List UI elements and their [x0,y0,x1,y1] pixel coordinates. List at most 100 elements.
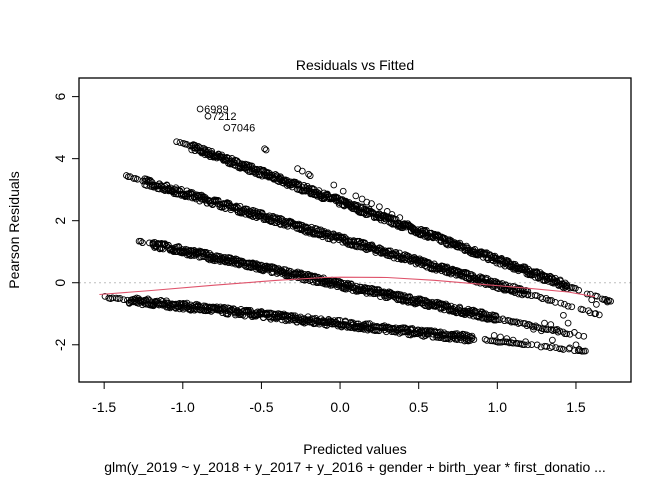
smoother-line [99,276,595,298]
data-point [552,344,560,351]
data-point [278,267,286,275]
residual-band-4 [101,293,588,355]
data-point [376,203,383,211]
data-point [134,175,141,183]
data-point [392,216,400,223]
y-axis-label: Pearson Residuals [6,171,22,289]
data-point [526,267,534,275]
outlier-label-7046: 7046 [231,123,255,135]
residual-band-3 [135,237,588,340]
data-point [298,167,306,175]
data-point [315,190,323,198]
data-point [383,208,391,215]
data-point [541,319,548,327]
data-point [261,145,268,153]
data-point [595,311,603,319]
outlier-point-7046 [223,124,231,131]
x-tick-label: -1.0 [171,399,195,415]
data-point [530,325,537,333]
data-point [183,299,191,307]
data-point [454,243,462,251]
data-point [468,332,476,340]
data-point [538,327,545,335]
data-point [339,187,347,195]
plot-frame [78,77,632,383]
data-point [464,305,472,313]
data-point [509,336,517,344]
data-point [259,264,267,271]
data-point [130,175,138,182]
data-point [317,226,325,234]
data-point [497,333,504,341]
data-point [516,319,524,327]
x-axis-sublabel: glm(y_2019 ~ y_2018 + y_2017 + y_2016 + … [104,459,606,475]
data-point [532,322,539,330]
x-tick-label: 0.5 [409,399,429,415]
data-point [533,341,541,349]
data-point [575,346,583,353]
data-point [499,258,507,265]
data-point [470,336,478,343]
data-point [363,198,371,206]
data-point [173,138,180,146]
outlier-label-6989: 6989 [204,104,228,116]
y-tick-label: 4 [52,155,68,163]
data-point [490,332,498,339]
data-point [137,237,145,245]
data-point [161,241,169,248]
y-tick-label: 2 [52,217,68,225]
data-point [568,303,576,311]
sparse-points [261,145,611,355]
data-point [252,265,260,273]
x-axis-label: Predicted values [303,441,407,457]
data-point [552,326,560,334]
data-point [591,310,599,318]
x-axis: -1.5 -1.0 -0.5 0.0 0.5 1.0 1.5 [92,382,586,415]
data-point [101,293,109,300]
data-point [548,343,556,350]
data-point [328,318,336,326]
data-point [588,296,596,304]
data-point [176,139,184,146]
data-point [468,334,476,342]
data-point [236,164,244,172]
data-point [334,197,341,205]
data-point [146,239,153,247]
data-point [583,290,591,298]
data-point [396,214,404,221]
data-point [566,344,574,352]
outlier-label-7212: 7212 [212,111,236,123]
data-point [223,153,231,161]
outlier-point-7212 [204,112,212,120]
data-point [513,318,520,326]
data-point [368,200,375,207]
y-tick-label: -2 [52,338,68,351]
data-point [533,292,541,300]
data-point [135,237,143,245]
data-point [582,347,589,355]
data-point [575,332,582,339]
data-point [163,297,170,305]
x-tick-label: 1.5 [566,399,586,415]
data-point [506,260,514,268]
data-point [358,195,366,203]
data-point [571,329,578,336]
data-point [306,172,314,180]
data-point [604,298,611,306]
data-point [357,240,365,247]
y-axis: -2 0 2 4 6 [52,93,79,351]
data-point [183,141,191,148]
data-point [255,210,262,218]
data-point [388,211,396,218]
y-tick-label: 0 [52,279,68,287]
x-tick-label: -0.5 [249,399,273,415]
data-point [502,281,510,289]
data-point [572,284,579,292]
x-tick-label: 0.0 [330,399,350,415]
data-point [214,196,222,204]
data-point [556,345,563,353]
data-point [230,158,237,166]
data-point [503,335,511,342]
